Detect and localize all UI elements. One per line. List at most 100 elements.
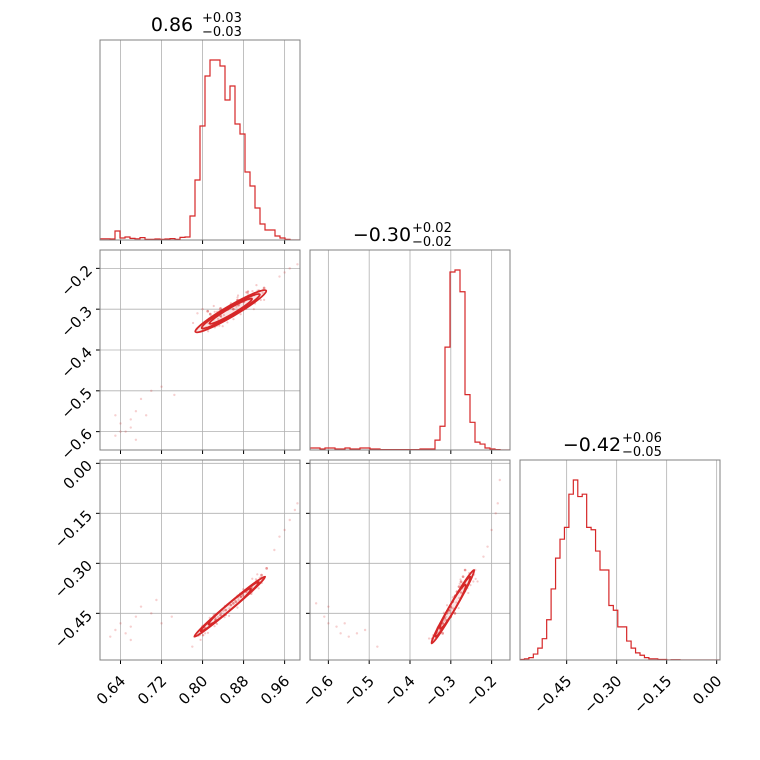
scatter-frame — [99, 459, 301, 661]
scatter-point — [134, 438, 138, 441]
y-tick-label: 0.00 — [60, 457, 96, 493]
scatter-point — [232, 318, 235, 321]
panel-title-value: 0.86 — [151, 14, 193, 36]
scatter-point — [451, 596, 454, 599]
scatter-point — [201, 634, 205, 637]
x-tick-label: −0.30 — [580, 672, 625, 717]
scatter-point — [251, 577, 254, 580]
scatter-point — [355, 632, 359, 635]
scatter-point — [237, 598, 240, 602]
x-tick-label: −0.2 — [462, 672, 500, 710]
panel-title-minus: −0.05 — [622, 445, 662, 460]
scatter-point — [124, 632, 127, 635]
scatter-point — [155, 598, 158, 602]
x-tick-label: −0.6 — [299, 672, 337, 710]
scatter-panel-2: 0.64 0.72 0.80 0.88 0.96 −0.45 −0.30 −0.15 0.00 — [51, 457, 301, 708]
scatter-point — [476, 580, 479, 583]
histogram-frame — [99, 39, 301, 241]
scatter-point — [247, 290, 250, 293]
panel-title-plus: +0.06 — [622, 431, 662, 446]
histogram-panel-2: −0.30 +0.02−0.02 — [309, 221, 511, 454]
panel-title-value: −0.42 — [563, 434, 621, 456]
scatter-frame — [309, 459, 511, 661]
scatter-frame — [99, 249, 301, 451]
scatter-point — [196, 312, 199, 315]
x-tick-label: −0.5 — [339, 672, 377, 710]
scatter-point — [114, 434, 117, 437]
scatter-point — [206, 309, 209, 313]
scatter-point — [327, 605, 330, 608]
x-tick-label: 0.72 — [134, 672, 170, 708]
scatter-point — [262, 286, 266, 290]
scatter-point — [445, 604, 449, 607]
histogram-panel-3: −0.45 −0.30 −0.15 0.00 −0.42 +0.06−0.05 — [519, 431, 725, 717]
scatter-point — [259, 298, 262, 302]
x-tick-label: −0.15 — [630, 672, 675, 717]
scatter-point — [144, 414, 148, 417]
y-tick-label: −0.30 — [51, 557, 96, 602]
scatter-point — [288, 518, 291, 522]
scatter-point — [234, 600, 238, 603]
scatter-point — [228, 607, 231, 610]
scatter-point — [109, 635, 112, 638]
scatter-point — [222, 313, 226, 317]
scatter-point — [347, 635, 350, 638]
scatter-point — [219, 613, 222, 617]
scatter-point — [458, 596, 461, 600]
scatter-point — [246, 290, 250, 293]
scatter-point — [150, 389, 153, 393]
scatter-point — [224, 608, 227, 612]
scatter-point — [119, 422, 122, 425]
density-contour — [208, 297, 253, 325]
scatter-point — [265, 567, 268, 570]
scatter-point — [124, 430, 127, 433]
scatter-point — [256, 573, 259, 576]
density-contour — [438, 583, 467, 630]
scatter-point — [134, 615, 138, 618]
scatter-point — [343, 622, 346, 625]
x-tick-label: 0.80 — [175, 672, 211, 708]
scatter-point — [457, 585, 461, 588]
histogram-frame — [309, 249, 511, 451]
y-tick-label: −0.15 — [51, 507, 96, 552]
density-contour — [207, 587, 252, 626]
y-tick-label: −0.4 — [58, 343, 96, 381]
scatter-point — [363, 628, 367, 632]
scatter-point — [236, 294, 240, 297]
scatter-point — [469, 584, 472, 587]
scatter-point — [254, 578, 258, 581]
y-tick-label: −0.3 — [58, 302, 96, 340]
scatter-point — [218, 324, 221, 327]
scatter-point — [221, 325, 224, 328]
scatter-point — [459, 580, 463, 583]
scatter-point — [216, 615, 220, 619]
scatter-point — [496, 502, 499, 505]
scatter-point — [222, 609, 225, 612]
scatter-point — [191, 645, 194, 648]
x-tick-label: 0.96 — [257, 672, 293, 708]
scatter-point — [455, 601, 458, 604]
scatter-point — [453, 612, 457, 615]
scatter-point — [458, 582, 461, 585]
panel-title-plus: +0.03 — [202, 11, 242, 26]
scatter-point — [273, 548, 276, 552]
scatter-point — [236, 296, 239, 299]
density-contour — [193, 575, 267, 638]
scatter-panel-3: −0.6 −0.5 −0.4 −0.3 −0.2 — [299, 459, 511, 711]
scatter-point — [327, 622, 330, 625]
scatter-point — [114, 414, 117, 417]
scatter-point — [227, 614, 231, 617]
scatter-point — [263, 298, 266, 301]
scatter-point — [257, 587, 260, 590]
scatter-point — [288, 267, 291, 270]
scatter-point — [251, 290, 254, 293]
scatter-point — [160, 622, 163, 625]
y-tick-label: −0.45 — [51, 607, 96, 652]
scatter-point — [441, 632, 444, 635]
panel-title-value: −0.30 — [353, 224, 411, 246]
scatter-point — [208, 312, 212, 316]
scatter-point — [160, 385, 163, 388]
scatter-point — [119, 622, 122, 625]
scatter-point — [467, 591, 470, 595]
scatter-point — [236, 606, 239, 609]
